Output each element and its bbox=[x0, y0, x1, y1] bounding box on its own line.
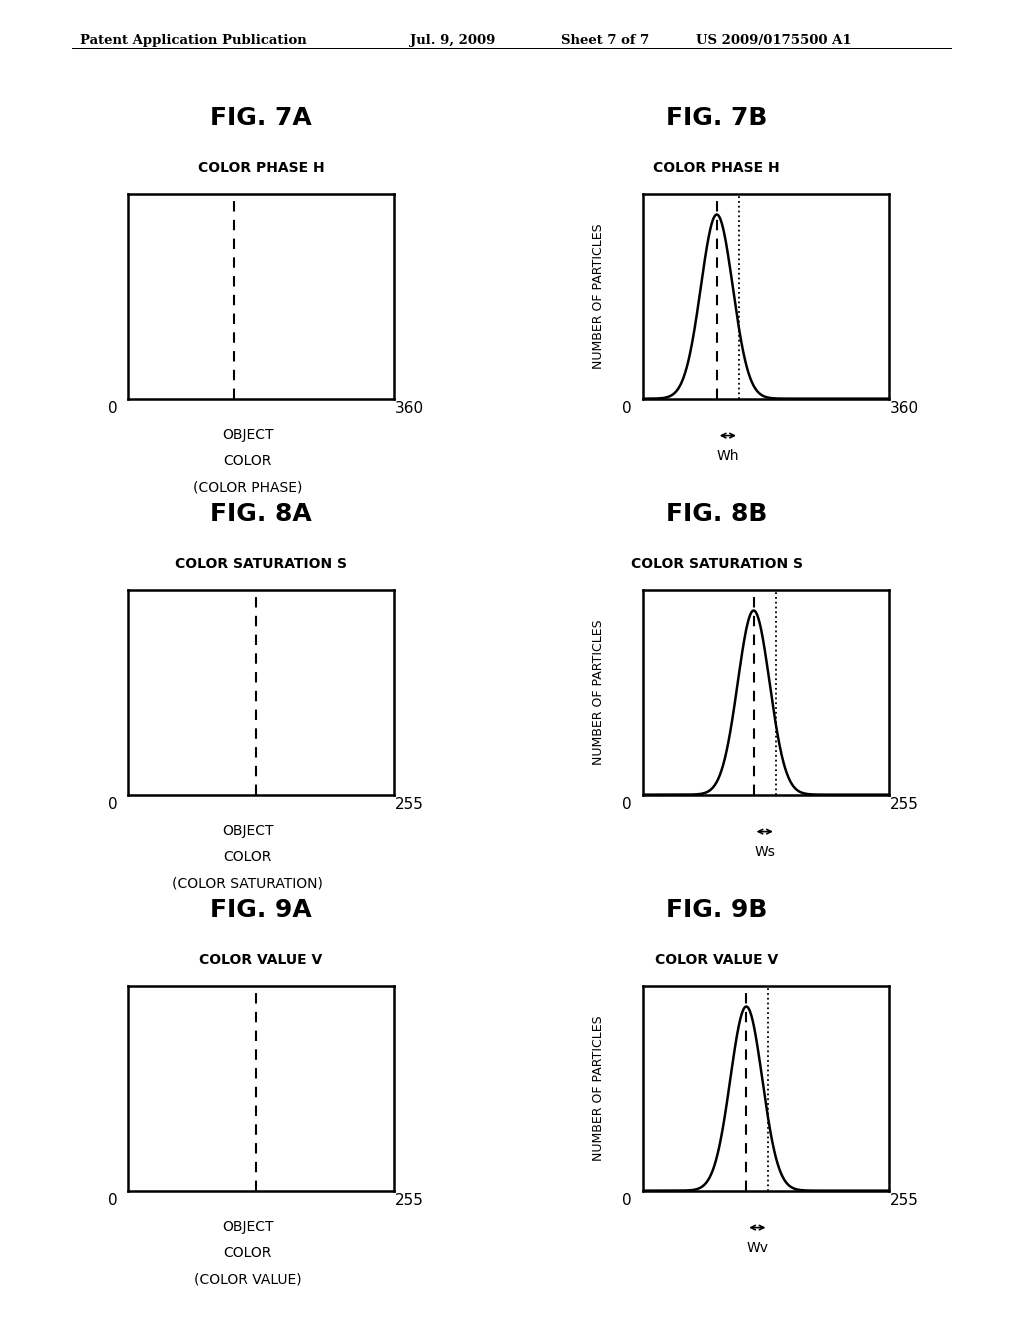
Text: FIG. 7A: FIG. 7A bbox=[210, 106, 312, 129]
Text: (COLOR SATURATION): (COLOR SATURATION) bbox=[172, 876, 324, 891]
Text: COLOR PHASE H: COLOR PHASE H bbox=[198, 161, 325, 176]
Text: NUMBER OF PARTICLES: NUMBER OF PARTICLES bbox=[592, 1015, 604, 1162]
Text: OBJECT: OBJECT bbox=[222, 824, 273, 838]
Text: 255: 255 bbox=[395, 797, 424, 812]
Text: COLOR SATURATION S: COLOR SATURATION S bbox=[631, 557, 803, 572]
Text: 0: 0 bbox=[108, 401, 118, 416]
Text: 0: 0 bbox=[622, 401, 632, 416]
Text: FIG. 9B: FIG. 9B bbox=[667, 898, 767, 921]
Text: Patent Application Publication: Patent Application Publication bbox=[80, 34, 306, 48]
Text: COLOR: COLOR bbox=[223, 454, 272, 469]
Text: Wh: Wh bbox=[717, 449, 739, 463]
Text: Sheet 7 of 7: Sheet 7 of 7 bbox=[561, 34, 649, 48]
Text: (COLOR PHASE): (COLOR PHASE) bbox=[194, 480, 302, 495]
Text: 255: 255 bbox=[890, 797, 919, 812]
Text: COLOR: COLOR bbox=[223, 1246, 272, 1261]
Text: FIG. 8B: FIG. 8B bbox=[667, 502, 767, 525]
Text: OBJECT: OBJECT bbox=[222, 1220, 273, 1234]
Text: 0: 0 bbox=[108, 797, 118, 812]
Text: 255: 255 bbox=[890, 1193, 919, 1208]
Text: 0: 0 bbox=[108, 1193, 118, 1208]
Text: 0: 0 bbox=[622, 797, 632, 812]
Text: Jul. 9, 2009: Jul. 9, 2009 bbox=[410, 34, 495, 48]
Text: Ws: Ws bbox=[755, 845, 775, 859]
Text: COLOR PHASE H: COLOR PHASE H bbox=[653, 161, 780, 176]
Text: 255: 255 bbox=[395, 1193, 424, 1208]
Text: (COLOR VALUE): (COLOR VALUE) bbox=[194, 1272, 302, 1287]
Text: FIG. 7B: FIG. 7B bbox=[667, 106, 767, 129]
Text: COLOR VALUE V: COLOR VALUE V bbox=[655, 953, 778, 968]
Text: FIG. 8A: FIG. 8A bbox=[210, 502, 312, 525]
Text: FIG. 9A: FIG. 9A bbox=[210, 898, 312, 921]
Text: COLOR VALUE V: COLOR VALUE V bbox=[200, 953, 323, 968]
Text: 360: 360 bbox=[395, 401, 424, 416]
Text: NUMBER OF PARTICLES: NUMBER OF PARTICLES bbox=[592, 619, 604, 766]
Text: Wv: Wv bbox=[746, 1241, 768, 1255]
Text: OBJECT: OBJECT bbox=[222, 428, 273, 442]
Text: COLOR SATURATION S: COLOR SATURATION S bbox=[175, 557, 347, 572]
Text: 360: 360 bbox=[890, 401, 919, 416]
Text: 0: 0 bbox=[622, 1193, 632, 1208]
Text: COLOR: COLOR bbox=[223, 850, 272, 865]
Text: US 2009/0175500 A1: US 2009/0175500 A1 bbox=[696, 34, 852, 48]
Text: NUMBER OF PARTICLES: NUMBER OF PARTICLES bbox=[592, 223, 604, 370]
